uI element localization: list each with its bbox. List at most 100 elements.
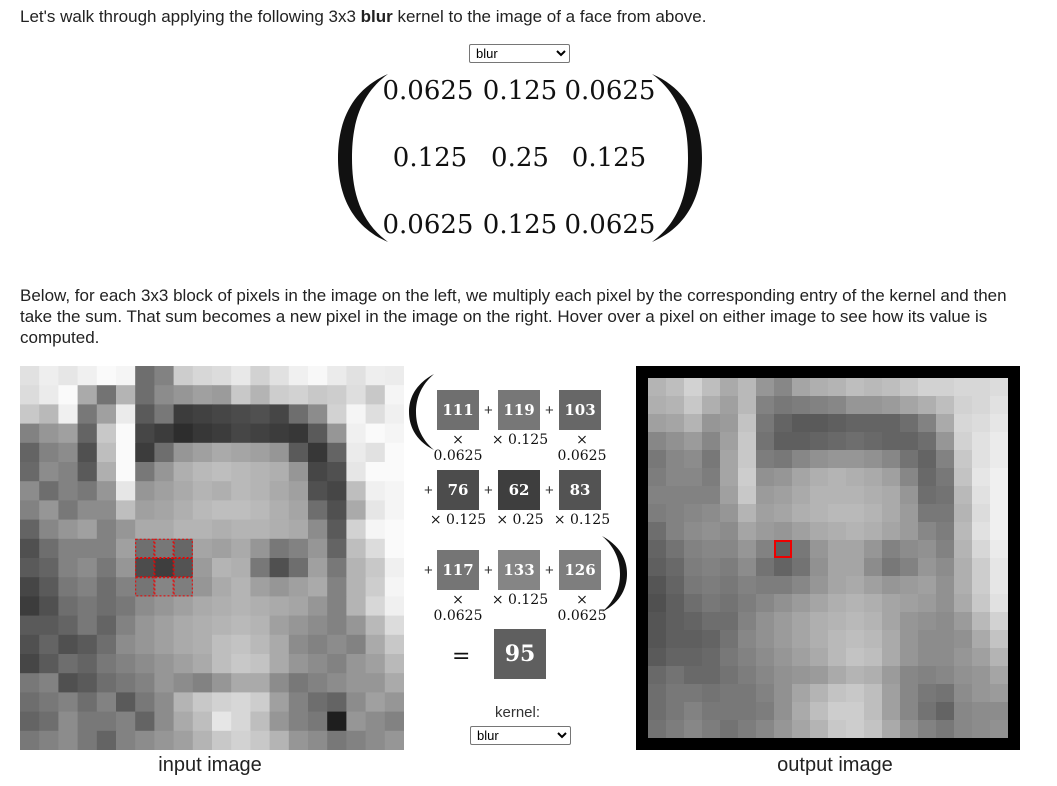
output-pixel[interactable]	[972, 540, 991, 559]
output-pixel[interactable]	[846, 432, 865, 451]
output-pixel[interactable]	[972, 630, 991, 649]
input-pixel[interactable]	[77, 692, 98, 713]
input-pixel[interactable]	[154, 538, 175, 559]
input-pixel[interactable]	[384, 500, 404, 521]
input-pixel[interactable]	[58, 462, 79, 482]
output-pixel[interactable]	[990, 432, 1008, 451]
input-pixel[interactable]	[20, 673, 40, 693]
input-image[interactable]	[20, 366, 404, 750]
input-pixel[interactable]	[77, 558, 98, 578]
input-pixel[interactable]	[250, 615, 271, 636]
output-pixel[interactable]	[990, 648, 1008, 667]
input-pixel[interactable]	[308, 634, 328, 655]
input-pixel[interactable]	[116, 615, 136, 636]
input-pixel[interactable]	[154, 404, 175, 425]
input-pixel[interactable]	[39, 577, 59, 597]
output-pixel[interactable]	[882, 432, 901, 451]
input-pixel[interactable]	[135, 538, 155, 559]
input-pixel[interactable]	[288, 673, 309, 693]
output-pixel[interactable]	[846, 450, 865, 469]
output-pixel[interactable]	[648, 468, 667, 487]
input-pixel[interactable]	[58, 615, 79, 636]
input-pixel[interactable]	[96, 385, 117, 405]
output-pixel[interactable]	[900, 630, 919, 649]
output-pixel[interactable]	[972, 414, 991, 433]
output-pixel[interactable]	[648, 378, 667, 397]
input-pixel[interactable]	[192, 596, 213, 617]
output-pixel[interactable]	[882, 468, 901, 487]
output-pixel[interactable]	[684, 666, 703, 685]
output-pixel[interactable]	[666, 666, 685, 685]
output-pixel[interactable]	[882, 522, 901, 541]
input-pixel[interactable]	[288, 615, 309, 636]
input-pixel[interactable]	[384, 730, 404, 750]
input-pixel[interactable]	[212, 692, 232, 713]
input-pixel[interactable]	[288, 500, 309, 521]
input-pixel[interactable]	[77, 673, 98, 693]
input-pixel[interactable]	[327, 558, 347, 578]
input-pixel[interactable]	[135, 711, 155, 732]
output-pixel[interactable]	[936, 612, 955, 631]
input-pixel[interactable]	[116, 366, 136, 386]
input-pixel[interactable]	[58, 423, 79, 444]
input-pixel[interactable]	[308, 596, 328, 617]
input-pixel[interactable]	[231, 634, 251, 655]
output-pixel[interactable]	[954, 684, 973, 703]
output-pixel[interactable]	[828, 612, 847, 631]
input-pixel[interactable]	[308, 558, 328, 578]
output-pixel[interactable]	[954, 666, 973, 685]
output-pixel[interactable]	[774, 702, 793, 721]
input-pixel[interactable]	[384, 673, 404, 693]
output-pixel[interactable]	[954, 486, 973, 505]
input-pixel[interactable]	[39, 423, 59, 444]
input-pixel[interactable]	[116, 673, 136, 693]
input-pixel[interactable]	[58, 404, 79, 425]
output-pixel[interactable]	[684, 486, 703, 505]
output-pixel[interactable]	[648, 594, 667, 613]
output-pixel[interactable]	[738, 396, 757, 415]
output-pixel[interactable]	[846, 666, 865, 685]
input-pixel[interactable]	[327, 519, 347, 540]
output-pixel[interactable]	[648, 630, 667, 649]
input-pixel[interactable]	[384, 654, 404, 674]
output-pixel[interactable]	[756, 648, 775, 667]
output-pixel[interactable]	[738, 558, 757, 577]
input-pixel[interactable]	[269, 577, 290, 597]
input-pixel[interactable]	[116, 577, 136, 597]
input-pixel[interactable]	[231, 366, 251, 386]
output-pixel[interactable]	[990, 684, 1008, 703]
output-pixel[interactable]	[720, 702, 739, 721]
output-pixel[interactable]	[990, 378, 1008, 397]
input-pixel[interactable]	[365, 423, 386, 444]
input-pixel[interactable]	[39, 481, 59, 501]
output-pixel[interactable]	[936, 468, 955, 487]
output-pixel[interactable]	[774, 396, 793, 415]
input-pixel[interactable]	[96, 462, 117, 482]
input-pixel[interactable]	[327, 385, 347, 405]
output-pixel[interactable]	[882, 396, 901, 415]
input-pixel[interactable]	[327, 538, 347, 559]
output-pixel[interactable]	[954, 558, 973, 577]
input-pixel[interactable]	[135, 519, 155, 540]
output-pixel[interactable]	[720, 666, 739, 685]
input-pixel[interactable]	[77, 634, 98, 655]
output-pixel[interactable]	[972, 576, 991, 595]
output-pixel[interactable]	[792, 522, 811, 541]
output-pixel[interactable]	[918, 378, 937, 397]
output-pixel[interactable]	[720, 378, 739, 397]
output-pixel[interactable]	[918, 414, 937, 433]
input-pixel[interactable]	[231, 673, 251, 693]
input-pixel[interactable]	[269, 481, 290, 501]
output-pixel[interactable]	[738, 540, 757, 559]
input-pixel[interactable]	[308, 366, 328, 386]
input-pixel[interactable]	[154, 442, 175, 463]
output-pixel[interactable]	[666, 540, 685, 559]
output-pixel[interactable]	[666, 378, 685, 397]
output-pixel[interactable]	[990, 468, 1008, 487]
output-pixel[interactable]	[972, 468, 991, 487]
output-pixel[interactable]	[792, 558, 811, 577]
output-pixel[interactable]	[900, 396, 919, 415]
input-pixel[interactable]	[192, 538, 213, 559]
input-pixel[interactable]	[327, 615, 347, 636]
input-pixel[interactable]	[173, 615, 194, 636]
